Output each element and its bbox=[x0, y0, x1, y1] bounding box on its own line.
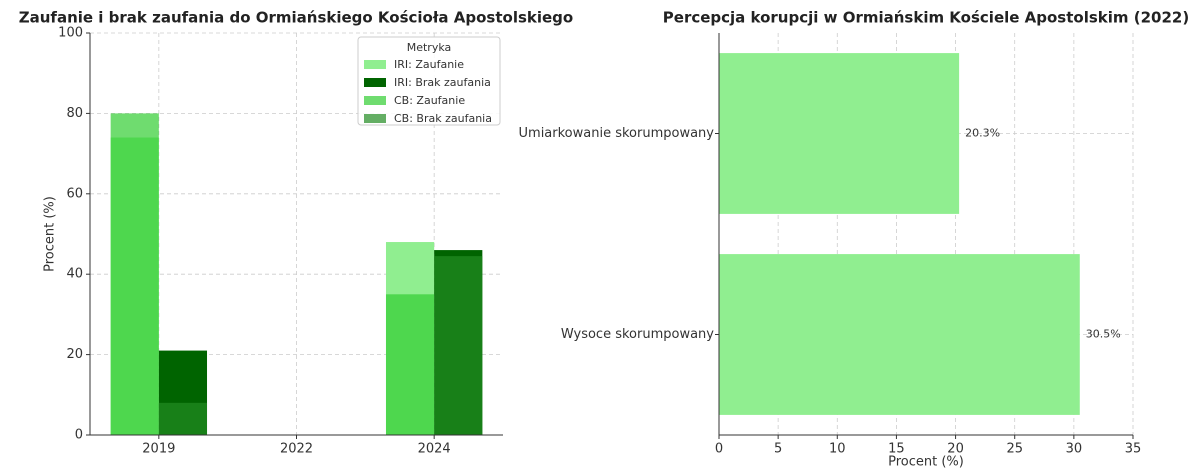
chart-title: Zaufanie i brak zaufania do Ormiańskiego… bbox=[19, 9, 573, 27]
y-tick-label: 80 bbox=[66, 106, 83, 121]
legend-swatch bbox=[364, 114, 386, 123]
y-tick-label: 40 bbox=[66, 267, 83, 282]
legend-swatch bbox=[364, 60, 386, 69]
legend-label: IRI: Brak zaufania bbox=[394, 76, 491, 89]
y-tick-label: Wysoce skorumpowany bbox=[561, 327, 714, 342]
x-axis-label: Procent (%) bbox=[888, 455, 964, 469]
bar bbox=[719, 53, 960, 214]
legend-title: Metryka bbox=[407, 41, 452, 54]
x-tick-label: 20 bbox=[947, 442, 964, 457]
legend-label: IRI: Zaufanie bbox=[394, 58, 464, 71]
x-tick-label: 2019 bbox=[142, 442, 175, 457]
y-tick-label: 20 bbox=[66, 347, 83, 362]
data-label: 30.5% bbox=[1086, 328, 1121, 341]
bar bbox=[434, 256, 483, 435]
x-tick-label: 35 bbox=[1125, 442, 1142, 457]
bar bbox=[385, 294, 435, 435]
x-tick-label: 2022 bbox=[280, 442, 313, 457]
legend: Metryka IRI: Zaufanie IRI: Brak zaufania CB… bbox=[357, 36, 501, 126]
x-tick-label: 5 bbox=[774, 442, 782, 457]
y-tick-label: 60 bbox=[66, 186, 83, 201]
bar bbox=[719, 254, 1080, 415]
bar bbox=[110, 113, 159, 436]
x-tick-label: 2024 bbox=[418, 442, 451, 457]
x-tick-label: 25 bbox=[1006, 442, 1023, 457]
y-tick-label: Umiarkowanie skorumpowany bbox=[519, 126, 715, 141]
data-label: 20.3% bbox=[965, 127, 1000, 140]
chart-title: Percepcja korupcji w Ormiańskim Kościele… bbox=[663, 9, 1189, 27]
x-tick-label: 30 bbox=[1066, 442, 1083, 457]
legend-label: CB: Zaufanie bbox=[394, 94, 465, 107]
legend-box bbox=[357, 36, 501, 126]
x-tick-label: 0 bbox=[715, 442, 723, 457]
x-tick-label: 10 bbox=[829, 442, 846, 457]
legend-label: CB: Brak zaufania bbox=[394, 112, 492, 125]
bar bbox=[158, 402, 208, 435]
legend-swatch bbox=[364, 78, 386, 87]
legend-swatch bbox=[364, 96, 386, 105]
y-axis-label: Procent (%) bbox=[43, 196, 58, 272]
y-tick-label: 100 bbox=[58, 26, 83, 41]
x-tick-label: 15 bbox=[888, 442, 905, 457]
y-tick-label: 0 bbox=[75, 428, 83, 443]
